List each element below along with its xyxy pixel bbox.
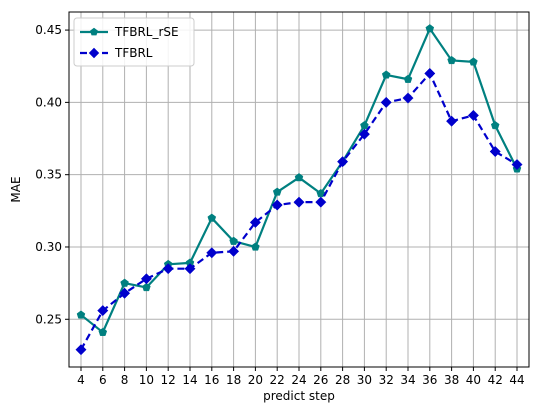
x-tick-label: 36 — [422, 373, 437, 387]
x-tick-label: 4 — [77, 373, 85, 387]
data-point — [98, 327, 108, 336]
data-point — [206, 247, 218, 259]
data-point — [425, 24, 435, 33]
data-point — [119, 287, 131, 299]
x-tick-label: 26 — [313, 373, 328, 387]
data-point — [380, 96, 392, 108]
x-tick-label: 34 — [400, 373, 415, 387]
data-point — [272, 187, 282, 196]
legend-marker-tfbrl-rse — [90, 27, 98, 36]
data-point — [251, 242, 260, 251]
data-point — [381, 70, 391, 79]
data-point — [76, 310, 86, 319]
data-point — [403, 74, 413, 83]
x-tick-label: 32 — [379, 373, 394, 387]
x-tick-label: 24 — [291, 373, 306, 387]
x-tick-label: 6 — [99, 373, 107, 387]
x-tick-label: 42 — [488, 373, 503, 387]
data-point — [120, 278, 129, 287]
y-axis-label: MAE — [9, 176, 23, 202]
data-point — [337, 156, 349, 168]
data-point — [75, 344, 87, 356]
series-layer — [75, 24, 523, 356]
data-point — [184, 263, 196, 275]
data-point — [467, 109, 479, 121]
y-tick-label: 0.40 — [35, 95, 62, 109]
x-tick-label: 16 — [204, 373, 219, 387]
x-tick-label: 28 — [335, 373, 350, 387]
data-point — [315, 196, 327, 208]
y-tick-label: 0.25 — [35, 312, 62, 326]
x-axis-label: predict step — [263, 389, 335, 403]
y-tick-label: 0.30 — [35, 240, 62, 254]
grid-lines — [69, 12, 529, 367]
data-point — [293, 196, 305, 208]
legend: TFBRL_rSE TFBRL — [73, 17, 195, 67]
x-tick-label: 44 — [509, 373, 524, 387]
data-point — [271, 199, 283, 211]
data-point — [469, 57, 478, 66]
data-point — [97, 305, 109, 317]
x-tick-label: 38 — [444, 373, 459, 387]
data-point — [360, 121, 369, 130]
data-point — [249, 216, 261, 228]
data-point — [424, 67, 436, 80]
data-point — [294, 173, 304, 182]
y-tick-label: 0.35 — [35, 168, 62, 182]
x-tick-label: 18 — [226, 373, 241, 387]
legend-label-tfbrl-rse: TFBRL_rSE — [114, 25, 179, 39]
y-axis-ticks: 0.25 0.30 0.35 0.40 0.45 — [35, 23, 69, 326]
data-point — [490, 121, 500, 130]
legend-marker-tfbrl — [88, 47, 100, 59]
x-axis-ticks: 4 6 8 10 12 14 16 18 20 22 24 26 28 30 32 34 36 38 40 42 44 — [77, 367, 525, 387]
series-tfbrl — [75, 67, 523, 356]
data-point — [402, 92, 414, 104]
data-point — [358, 128, 370, 140]
x-tick-label: 22 — [270, 373, 285, 387]
data-point — [207, 213, 217, 222]
data-point — [489, 145, 501, 158]
y-tick-label: 0.45 — [35, 23, 62, 37]
x-tick-label: 30 — [357, 373, 372, 387]
x-tick-label: 10 — [139, 373, 154, 387]
data-point — [162, 263, 174, 275]
data-point — [142, 282, 151, 292]
x-tick-label: 8 — [121, 373, 129, 387]
data-point — [511, 159, 523, 171]
data-point — [140, 273, 152, 285]
x-tick-label: 20 — [248, 373, 263, 387]
data-point — [228, 245, 240, 257]
x-tick-label: 40 — [466, 373, 481, 387]
data-point — [446, 115, 458, 127]
x-tick-label: 14 — [182, 373, 197, 387]
legend-label-tfbrl: TFBRL — [114, 46, 153, 60]
x-tick-label: 12 — [161, 373, 176, 387]
data-point — [229, 236, 238, 245]
data-point — [447, 55, 456, 65]
